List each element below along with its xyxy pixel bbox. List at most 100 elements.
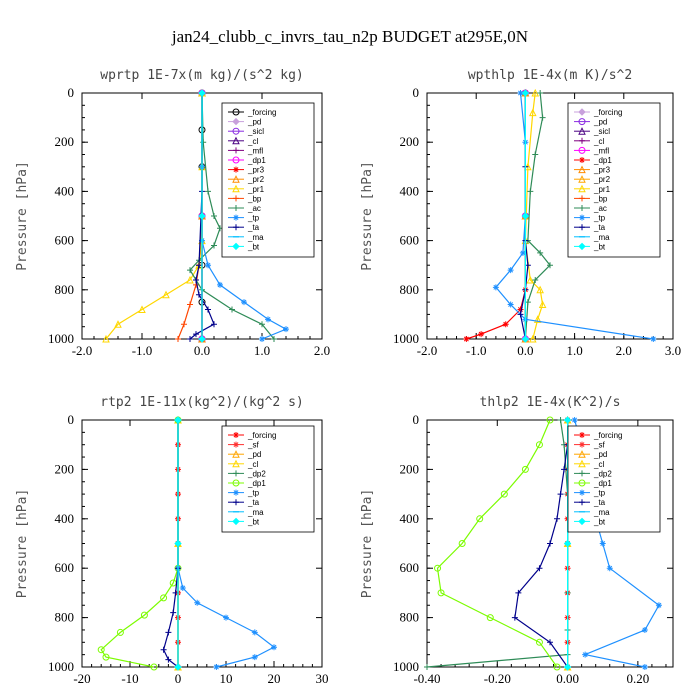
series-point (160, 646, 167, 653)
y-tick-label: 1000 (393, 659, 419, 674)
legend-marker (233, 432, 239, 438)
series-point (517, 90, 524, 96)
y-axis-label: Pressure [hPa] (15, 489, 30, 599)
series-point (507, 267, 514, 274)
series-line (189, 92, 275, 340)
x-tick-label: 20 (268, 671, 281, 686)
legend-marker (232, 479, 240, 487)
series-point (160, 594, 168, 602)
series-point (193, 331, 199, 338)
series-point (606, 565, 613, 572)
y-axis-label: Pressure [hPa] (360, 161, 375, 271)
legend-marker (233, 166, 239, 173)
series-point (116, 628, 124, 636)
legend-entry: _cl (593, 137, 604, 146)
legend-entry: _dp2 (593, 469, 612, 478)
series-point (424, 664, 430, 670)
x-tick-label: 0 (175, 671, 182, 686)
x-tick-label: 3.0 (665, 343, 681, 358)
y-tick-label: 800 (55, 610, 75, 625)
series-point (187, 336, 193, 342)
legend-marker (578, 242, 586, 251)
x-tick-label: -1.0 (132, 343, 153, 358)
legend: _forcing_sf_pd_cl_dp2_dp1_tp_ta_ma_bt (221, 425, 315, 533)
y-tick-label: 1000 (48, 331, 74, 346)
series-bt (521, 89, 530, 343)
series-point (241, 299, 247, 306)
legend-entry: _pd (593, 450, 607, 459)
series-dp1 (463, 90, 529, 342)
legend-marker (232, 450, 240, 458)
legend-entry: _pr3 (247, 166, 265, 175)
legend-entry: _mfl (247, 146, 263, 155)
series-point (531, 88, 540, 97)
series-point (102, 653, 110, 661)
series-point (563, 416, 572, 424)
series-point (437, 589, 445, 597)
x-tick-label: 30 (316, 671, 329, 686)
series-point (198, 212, 206, 220)
x-tick-label: -10 (121, 671, 138, 686)
legend-entry: _bp (593, 194, 608, 203)
legend-entry: _dp2 (247, 469, 266, 478)
legend-entry: _cl (593, 460, 604, 469)
legend-marker (579, 137, 585, 144)
y-tick-label: 800 (400, 610, 420, 625)
series-point (174, 539, 182, 548)
legend-marker (232, 117, 240, 126)
legend-entry: _bp (247, 194, 262, 203)
legend-marker (578, 108, 586, 116)
series-point (532, 276, 539, 283)
x-tick-label: 2.0 (314, 343, 330, 358)
legend-marker (233, 489, 239, 496)
series-point (265, 316, 271, 323)
series-point (517, 306, 524, 313)
series-point (535, 638, 543, 646)
series-point (174, 663, 182, 671)
series-point (561, 466, 568, 473)
legend: _forcing_pd_sicl_cl_mfl_dp1_pr3_pr2_pr1_… (221, 102, 315, 258)
series-point (283, 326, 289, 333)
legend-entry: _bt (247, 517, 260, 526)
series-point (174, 416, 182, 424)
legend-marker (579, 432, 585, 438)
legend-entry: _pr2 (247, 175, 265, 184)
legend-marker (232, 136, 240, 145)
series-point (198, 335, 206, 343)
legend-marker (578, 517, 586, 526)
series-point (557, 417, 564, 423)
series-point (478, 331, 485, 338)
y-axis-label: Pressure [hPa] (360, 489, 375, 599)
legend-marker (233, 205, 239, 211)
legend-marker (579, 195, 585, 202)
x-tick-label: 0.20 (626, 671, 649, 686)
series-point (515, 589, 522, 596)
series-line (105, 93, 203, 340)
legend-marker (232, 517, 240, 526)
legend-entry: _ma (593, 233, 610, 242)
x-tick-label: -20 (73, 671, 90, 686)
legend-entry: _ac (593, 204, 607, 213)
legend-entry: _sf (247, 441, 259, 450)
series-point (102, 334, 110, 343)
series-bt (174, 416, 182, 671)
chart-panel-2: wpthlp 1E-4x(m K)/s^2 Pressure [hPa] -2.0 -… (360, 68, 681, 358)
series-point (536, 285, 544, 294)
series-point (193, 276, 199, 283)
series-point (557, 491, 564, 498)
series-point (205, 262, 211, 269)
series-point (539, 114, 546, 121)
chart-panel-1: wprtp 1E-7x(m kg)/(s^2 kg) Pressure [hPa]… (15, 68, 330, 358)
series-point (521, 335, 530, 343)
x-tick-label: 10 (220, 671, 233, 686)
series-point (271, 336, 277, 342)
y-tick-label: 0 (68, 412, 75, 427)
series-point (507, 301, 514, 308)
y-tick-label: 1000 (48, 659, 74, 674)
series-point (521, 465, 529, 473)
series-point (554, 515, 561, 522)
series-point (162, 290, 170, 299)
series-ta (511, 417, 571, 670)
legend-entry: _dp1 (247, 479, 266, 488)
x-tick-label: -1.0 (466, 343, 487, 358)
